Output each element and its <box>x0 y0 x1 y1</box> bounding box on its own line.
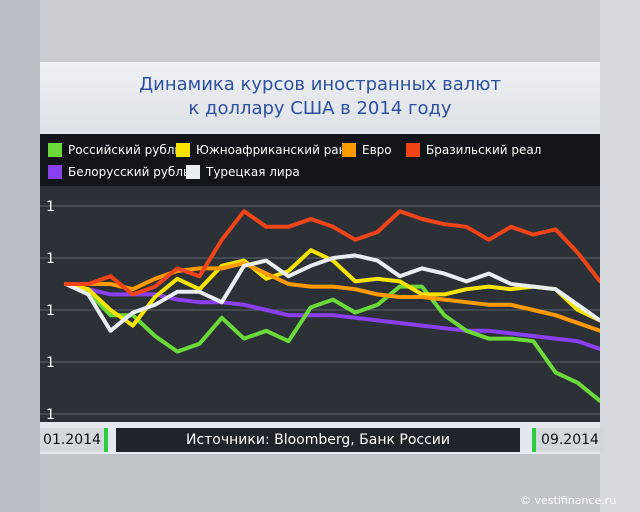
legend-swatch <box>342 143 356 157</box>
background-panel-left <box>0 0 40 512</box>
series-line <box>64 282 600 351</box>
y-tick-label: 1 <box>46 407 55 422</box>
line-chart: 1 1 1 1 1 <box>40 199 600 422</box>
legend-label: Российский рубль <box>68 143 182 157</box>
background-panel-right <box>600 0 640 512</box>
series-line <box>64 261 600 333</box>
watermark: © vestifinance.ru <box>520 494 617 507</box>
series-line <box>64 282 600 403</box>
series-line <box>64 209 600 297</box>
legend-swatch <box>186 165 200 179</box>
legend-label: Евро <box>362 143 392 157</box>
legend-item: Евро <box>342 142 392 158</box>
series-line <box>64 253 600 333</box>
y-tick-label: 1 <box>46 251 55 267</box>
legend-label: Южноафриканский ранд <box>196 143 355 157</box>
legend-item: Турецкая лира <box>186 164 300 180</box>
chart-legend: Российский рубль Южноафриканский ранд Евро… <box>40 134 600 186</box>
legend-label: Турецкая лира <box>206 165 300 179</box>
legend-item: Бразильский реал <box>406 142 541 158</box>
series-line <box>64 248 600 328</box>
legend-swatch <box>48 143 62 157</box>
legend-label: Бразильский реал <box>426 143 542 157</box>
chart-title-line2: к доллару США в 2014 году <box>188 98 452 119</box>
x-axis-start-date: 01.2014 <box>40 428 108 452</box>
background-panel-bottom <box>40 454 600 512</box>
chart-title-line1: Динамика курсов иностранных валют <box>139 74 501 95</box>
y-tick-label: 1 <box>46 199 55 215</box>
legend-swatch <box>176 143 190 157</box>
chart-panel: Динамика курсов иностранных валют к долл… <box>40 62 604 454</box>
legend-item: Российский рубль <box>48 142 182 158</box>
legend-item: Белорусский рубль <box>48 164 190 180</box>
y-tick-label: 1 <box>46 355 55 371</box>
source-caption: Источники: Bloomberg, Банк России <box>116 428 520 452</box>
legend-swatch <box>406 143 420 157</box>
x-axis-end-date: 09.2014 <box>532 428 604 452</box>
y-tick-label: 1 <box>46 303 55 319</box>
chart-title: Динамика курсов иностранных валют к долл… <box>40 62 600 132</box>
chart-footer: 01.2014 Источники: Bloomberg, Банк Росси… <box>40 422 604 454</box>
legend-item: Южноафриканский ранд <box>176 142 355 158</box>
legend-label: Белорусский рубль <box>68 165 191 179</box>
legend-swatch <box>48 165 62 179</box>
